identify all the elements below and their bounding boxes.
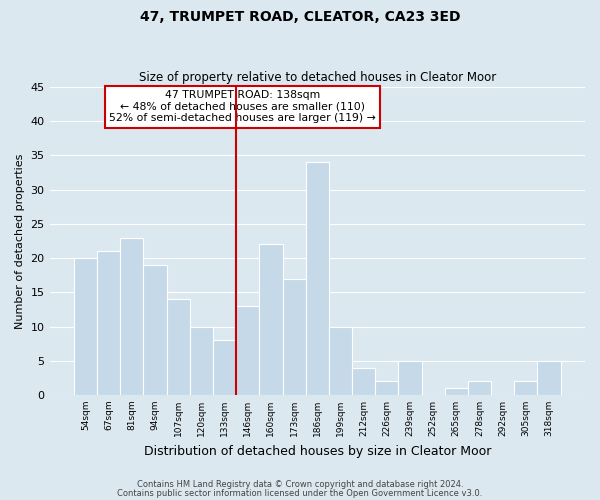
Bar [120, 238, 143, 395]
Text: Contains HM Land Registry data © Crown copyright and database right 2024.: Contains HM Land Registry data © Crown c… [137, 480, 463, 489]
Bar [514, 381, 538, 395]
Bar [468, 381, 491, 395]
Bar [398, 360, 422, 395]
Bar [352, 368, 375, 395]
Bar [167, 299, 190, 395]
Title: Size of property relative to detached houses in Cleator Moor: Size of property relative to detached ho… [139, 72, 496, 85]
Bar [259, 244, 283, 395]
Bar [445, 388, 468, 395]
Y-axis label: Number of detached properties: Number of detached properties [15, 154, 25, 328]
Text: 47, TRUMPET ROAD, CLEATOR, CA23 3ED: 47, TRUMPET ROAD, CLEATOR, CA23 3ED [140, 10, 460, 24]
Bar [236, 306, 259, 395]
Text: 47 TRUMPET ROAD: 138sqm
← 48% of detached houses are smaller (110)
52% of semi-d: 47 TRUMPET ROAD: 138sqm ← 48% of detache… [109, 90, 376, 124]
Bar [74, 258, 97, 395]
Bar [305, 162, 329, 395]
Bar [538, 360, 560, 395]
Bar [329, 326, 352, 395]
Bar [190, 326, 213, 395]
Bar [283, 278, 305, 395]
Text: Contains public sector information licensed under the Open Government Licence v3: Contains public sector information licen… [118, 489, 482, 498]
Bar [213, 340, 236, 395]
X-axis label: Distribution of detached houses by size in Cleator Moor: Distribution of detached houses by size … [143, 444, 491, 458]
Bar [375, 381, 398, 395]
Bar [143, 265, 167, 395]
Bar [97, 252, 120, 395]
